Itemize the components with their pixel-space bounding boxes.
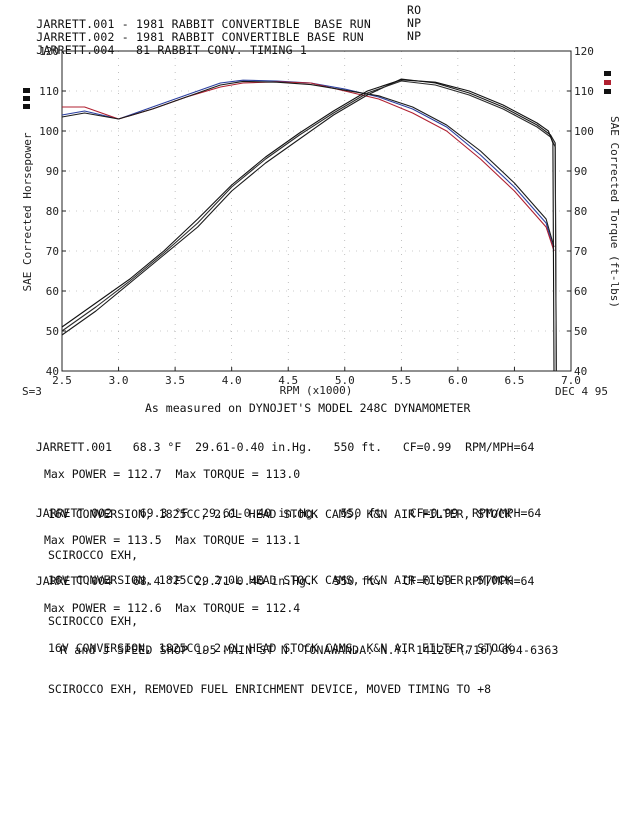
run-2-desc1: 16V CONVERSION, 1825CC, 2.0L HEAD STOCK … [48,573,512,587]
header-line-2-text: JARRETT.002 - 1981 RABBIT CONVERTIBLE BA… [36,30,364,44]
series-line-power-6 [61,79,555,372]
series-line-torque-3 [61,80,555,248]
dyno-chart: 2.5 3.0 3.5 4.0 4.5 5.0 5.5 6.0 6.5 7.04050607080… [21,45,621,398]
y-tick-label-right: 50 [574,325,587,338]
y-tick-label-left: 40 [46,365,59,378]
y-axis-label-left: SAE Corrected Horsepower [21,132,34,291]
x-tick-label: 5.0 [335,374,355,387]
x-tick-label: 4.5 [278,374,298,387]
legend-mark [604,71,611,76]
x-tick-label: 6.5 [505,374,525,387]
run-block-3: JARRETT.004 68.4 °F 29.71-0.40 in.Hg. 55… [22,561,535,710]
y-tick-label-right: 40 [574,365,587,378]
y-tick-label-right: 70 [574,245,587,258]
chart-ticks: 2.5 3.0 3.5 4.0 4.5 5.0 5.5 6.0 6.5 7.04050607080… [39,45,594,387]
y-tick-label-left: 110 [39,85,59,98]
x-tick-label: 3.0 [109,374,129,387]
y-tick-label-right: 90 [574,165,587,178]
run-2-conditions: 69.3 °F 29.61-0.40 in.Hg. 550 ft. CF=0.9… [112,505,542,520]
series-line-power-5 [61,80,557,372]
run-2-max: Max POWER = 113.5 Max TORQUE = 113.1 [44,532,301,547]
header-line-2-code: NP [407,16,422,30]
plot-frame [61,50,572,372]
y-tick-label-left: 70 [46,245,59,258]
run-3-desc2: SCIROCCO EXH, REMOVED FUEL ENRICHMENT DE… [48,681,492,696]
legend-mark [604,89,611,94]
y-tick-label-left: 80 [46,205,59,218]
x-tick-label: 2.5 [52,374,72,387]
x-tick-label: 4.0 [222,374,242,387]
run-2-name: JARRETT.002 [35,505,113,520]
y-tick-label-left: 50 [46,325,59,338]
run-3-max: Max POWER = 112.6 Max TORQUE = 112.4 [44,600,301,615]
header-line-3-text: JARRETT.004 - 81 RABBIT CONV. TIMING 1 [36,43,307,57]
y-tick-label-left: 100 [39,125,59,138]
legend-marks-left [23,88,30,109]
y-tick-label-right: 110 [574,85,594,98]
y-tick-label-left: 90 [46,165,59,178]
run-3-name: JARRETT.004 [35,573,113,588]
legend-marks-right [604,71,611,94]
y-tick-label-left: 120 [39,45,59,58]
legend-mark [604,80,611,85]
series-line-power-4 [61,78,557,372]
y-tick-label-right: 120 [574,45,594,58]
series-line-torque-1 [61,79,555,252]
y-tick-label-right: 60 [574,285,587,298]
header-line-2: JARRETT.002 - 1981 RABBIT CONVERTIBLE BA… [22,16,421,58]
run-3-conditions: 68.4 °F 29.71-0.40 in.Hg. 550 ft. CF=0.9… [112,573,535,588]
shop-footer: R and J SPEED SHOP 195 MAIN ST N. TONAWA… [60,643,559,657]
x-tick-label: 3.5 [165,374,185,387]
run-block-1: JARRETT.001 68.3 °F 29.61-0.40 in.Hg. 55… [22,427,535,576]
run-1-max: Max POWER = 112.7 Max TORQUE = 113.0 [44,466,301,481]
corner-right-label: DEC 4 95 [555,385,608,398]
header-line-1-text: JARRETT.001 - 1981 RABBIT CONVERTIBLE BA… [36,17,372,31]
run-1-name: JARRETT.001 [35,439,113,454]
run-1-desc1: 16V CONVERSION, 1825CC, 2.0L HEAD STOCK … [48,507,512,521]
x-tick-label: 5.5 [391,374,411,387]
run-1-desc2: SCIROCCO EXH, [48,547,139,562]
header-line-3-code: NP [407,29,422,43]
y-tick-label-right: 100 [574,125,594,138]
legend-mark [23,88,30,93]
y-axis-label-right: SAE Corrected Torque (ft-lbs) [608,116,621,308]
series-line-torque-2 [62,81,555,252]
x-axis-label: RPM (x1000) [280,384,353,397]
measured-caption: As measured on DYNOJET'S MODEL 248C DYNA… [145,401,471,415]
x-tick-label: 7.0 [561,374,581,387]
run-1-conditions: 68.3 °F 29.61-0.40 in.Hg. 550 ft. CF=0.9… [112,439,535,454]
header-line-1-code: RO [407,3,422,17]
y-tick-label-right: 80 [574,205,587,218]
run-2-desc2: SCIROCCO EXH, [48,613,139,628]
chart-grid [61,50,572,372]
header-line-1: JARRETT.001 - 1981 RABBIT CONVERTIBLE BA… [22,3,421,45]
x-tick-label: 6.0 [448,374,468,387]
legend-mark [23,104,30,109]
corner-left-label: S=3 [22,385,42,398]
legend-mark [23,96,30,101]
header-line-3: JARRETT.004 - 81 RABBIT CONV. TIMING 1 N… [22,29,421,71]
run-block-2: JARRETT.002 69.3 °F 29.61-0.40 in.Hg. 55… [22,493,541,642]
y-tick-label-left: 60 [46,285,59,298]
chart-series [61,78,557,372]
run-3-desc1: 16V CONVERSION, 1825CC, 2.0L HEAD STOCK … [48,641,512,655]
